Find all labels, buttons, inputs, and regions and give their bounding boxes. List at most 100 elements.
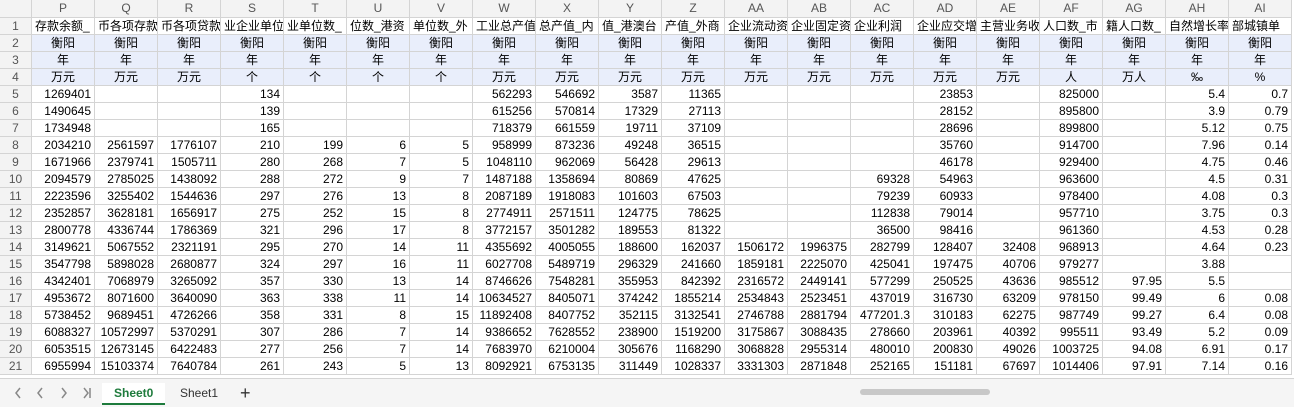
cell[interactable]: 261 (221, 358, 284, 375)
cell[interactable]: 197475 (914, 256, 977, 273)
cell[interactable]: 3772157 (473, 222, 536, 239)
cell[interactable]: 工业总产值 (473, 18, 536, 35)
cell[interactable]: 7628552 (536, 324, 599, 341)
cell[interactable]: 0.08 (1229, 290, 1292, 307)
cell[interactable]: 1269401 (32, 86, 95, 103)
cell[interactable]: 4726266 (158, 307, 221, 324)
cell[interactable]: 280 (221, 154, 284, 171)
cell[interactable]: 14 (410, 341, 473, 358)
column-header[interactable]: Y (599, 0, 662, 18)
cell[interactable]: 1487188 (473, 171, 536, 188)
cell[interactable]: 业企业单位 (221, 18, 284, 35)
cell[interactable] (1103, 137, 1166, 154)
cell[interactable]: 5.12 (1166, 120, 1229, 137)
cell[interactable]: 3175867 (725, 324, 788, 341)
cell[interactable]: 万元 (788, 69, 851, 86)
cell[interactable]: 241660 (662, 256, 725, 273)
cell[interactable] (977, 222, 1040, 239)
cell[interactable]: 衡阳 (914, 35, 977, 52)
cell[interactable] (788, 205, 851, 222)
cell[interactable]: 4.5 (1166, 171, 1229, 188)
cell[interactable]: 7.96 (1166, 137, 1229, 154)
column-header[interactable]: Q (95, 0, 158, 18)
cell[interactable]: 480010 (851, 341, 914, 358)
cell[interactable] (1103, 103, 1166, 120)
cell[interactable]: 28152 (914, 103, 977, 120)
cell[interactable]: 40706 (977, 256, 1040, 273)
cell[interactable]: 321 (221, 222, 284, 239)
cell[interactable]: 79239 (851, 188, 914, 205)
cell[interactable]: 252165 (851, 358, 914, 375)
cell[interactable]: 1505711 (158, 154, 221, 171)
row-header[interactable]: 19 (0, 324, 32, 341)
cell[interactable] (158, 86, 221, 103)
cell[interactable] (788, 120, 851, 137)
cell[interactable] (1103, 154, 1166, 171)
cell[interactable]: 2746788 (725, 307, 788, 324)
cell[interactable]: 7068979 (95, 273, 158, 290)
cell[interactable]: 99.27 (1103, 307, 1166, 324)
cell[interactable]: 1656917 (158, 205, 221, 222)
cell[interactable]: 个 (284, 69, 347, 86)
cell[interactable]: 11 (410, 239, 473, 256)
cell[interactable]: 47625 (662, 171, 725, 188)
row-header[interactable]: 1 (0, 18, 32, 35)
cell[interactable]: 1859181 (725, 256, 788, 273)
cell[interactable]: 7640784 (158, 358, 221, 375)
cell[interactable]: 年 (1229, 52, 1292, 69)
cell[interactable]: 万元 (662, 69, 725, 86)
column-header[interactable]: AD (914, 0, 977, 18)
cell[interactable]: 961360 (1040, 222, 1103, 239)
cell[interactable]: 1506172 (725, 239, 788, 256)
row-header[interactable]: 17 (0, 290, 32, 307)
cell[interactable]: 衡阳 (473, 35, 536, 52)
cell[interactable]: 3.88 (1166, 256, 1229, 273)
cell[interactable]: 4.64 (1166, 239, 1229, 256)
cell[interactable]: 49248 (599, 137, 662, 154)
cell[interactable]: 49026 (977, 341, 1040, 358)
column-header[interactable]: AI (1229, 0, 1292, 18)
cell[interactable]: 2774911 (473, 205, 536, 222)
cell[interactable]: 40392 (977, 324, 1040, 341)
cell[interactable]: 1734948 (32, 120, 95, 137)
cell[interactable]: 企业流动资 (725, 18, 788, 35)
cell[interactable]: 873236 (536, 137, 599, 154)
cell[interactable]: 250525 (914, 273, 977, 290)
cell[interactable] (725, 222, 788, 239)
cell[interactable]: 546692 (536, 86, 599, 103)
cell[interactable]: 衡阳 (1040, 35, 1103, 52)
cell[interactable] (788, 188, 851, 205)
cell[interactable]: 年 (158, 52, 221, 69)
cell[interactable]: 17 (347, 222, 410, 239)
cell[interactable]: 年 (914, 52, 977, 69)
cell[interactable] (977, 188, 1040, 205)
cell[interactable]: 7 (347, 341, 410, 358)
cell[interactable]: 2094579 (32, 171, 95, 188)
cell[interactable]: 2449141 (788, 273, 851, 290)
cell[interactable]: 衡阳 (284, 35, 347, 52)
cell[interactable]: 4005055 (536, 239, 599, 256)
cell[interactable]: 338 (284, 290, 347, 307)
cell[interactable]: 268 (284, 154, 347, 171)
cell[interactable] (788, 154, 851, 171)
cell[interactable]: 310183 (914, 307, 977, 324)
cell[interactable]: 万元 (914, 69, 977, 86)
cell[interactable]: 27113 (662, 103, 725, 120)
cell[interactable] (851, 137, 914, 154)
cell[interactable]: 899800 (1040, 120, 1103, 137)
cell[interactable]: 衡阳 (725, 35, 788, 52)
cell[interactable]: 276 (284, 188, 347, 205)
cell[interactable]: 62275 (977, 307, 1040, 324)
cell[interactable]: 286 (284, 324, 347, 341)
cell[interactable]: 56428 (599, 154, 662, 171)
cell[interactable]: 3501282 (536, 222, 599, 239)
cell[interactable]: 个 (347, 69, 410, 86)
cell[interactable] (1103, 171, 1166, 188)
cell[interactable]: 年 (977, 52, 1040, 69)
cell[interactable]: 8092921 (473, 358, 536, 375)
cell[interactable]: 14 (410, 290, 473, 307)
cell[interactable]: 477201.3 (851, 307, 914, 324)
cell[interactable]: 2379741 (95, 154, 158, 171)
cell[interactable] (95, 86, 158, 103)
cell[interactable]: 年 (221, 52, 284, 69)
